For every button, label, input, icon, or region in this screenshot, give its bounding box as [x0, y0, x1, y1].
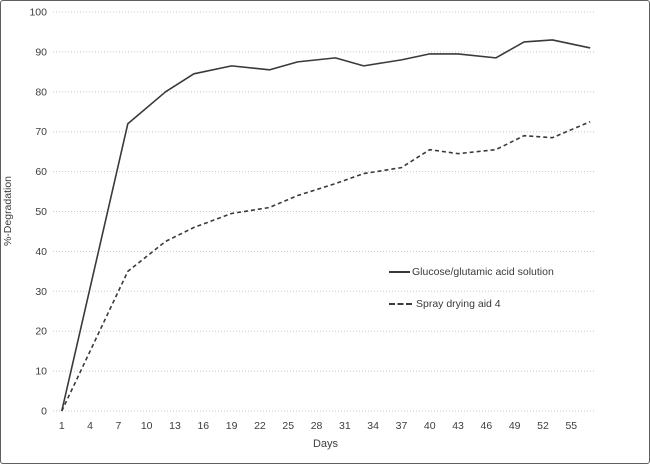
x-tick-label: 49	[509, 420, 521, 432]
y-tick-label: 10	[35, 366, 47, 378]
legend-label: Spray drying aid 4	[416, 298, 501, 310]
x-axis-title: Days	[312, 438, 339, 450]
y-tick-label: 50	[35, 206, 47, 218]
y-tick-label: 60	[35, 166, 47, 178]
x-axis-tick-labels: 1 4 7 10 13 16 19 22 25 28 31 34 37 40 43 46 49 52 55	[59, 420, 577, 432]
y-tick-label: 90	[35, 46, 47, 58]
x-tick-label: 34	[367, 420, 379, 432]
x-tick-label: 31	[339, 420, 351, 432]
legend-entry-glucose: Glucose/glutamic acid solution	[389, 266, 554, 278]
x-tick-label: 55	[565, 420, 577, 432]
x-tick-label: 37	[396, 420, 408, 432]
x-tick-label: 10	[141, 420, 153, 432]
x-tick-label: 1	[59, 420, 65, 432]
gridlines	[53, 11, 594, 412]
legend-entry-spray-aid: Spray drying aid 4	[389, 298, 554, 310]
x-tick-label: 16	[197, 420, 209, 432]
y-tick-label: 20	[35, 326, 47, 338]
x-tick-label: 19	[226, 420, 238, 432]
x-tick-label: 46	[481, 420, 493, 432]
x-tick-label: 25	[282, 420, 294, 432]
y-tick-label: 80	[35, 86, 47, 98]
x-tick-label: 40	[424, 420, 436, 432]
x-tick-label: 22	[254, 420, 266, 432]
x-tick-label: 7	[115, 420, 121, 432]
y-tick-label: 100	[29, 7, 47, 19]
y-tick-label: 0	[41, 406, 47, 418]
y-tick-label: 70	[35, 126, 47, 138]
series-line-dashed	[61, 120, 591, 412]
solid-line-swatch-icon	[389, 271, 410, 273]
x-tick-label: 28	[311, 420, 323, 432]
y-axis-title: %-Degradation	[2, 175, 14, 247]
y-axis-tick-labels: 0 10 20 30 40 50 60 70 80 90 100	[29, 7, 47, 418]
x-tick-label: 43	[452, 420, 464, 432]
x-tick-label: 13	[169, 420, 181, 432]
legend: Glucose/glutamic acid solution Spray dry…	[389, 266, 554, 310]
y-tick-label: 40	[35, 246, 47, 258]
series-line-solid	[60, 39, 591, 412]
dashed-line-swatch-icon	[389, 303, 412, 305]
legend-label: Glucose/glutamic acid solution	[412, 266, 554, 278]
y-tick-label: 30	[35, 286, 47, 298]
x-tick-label: 52	[537, 420, 549, 432]
x-tick-label: 4	[87, 420, 93, 432]
